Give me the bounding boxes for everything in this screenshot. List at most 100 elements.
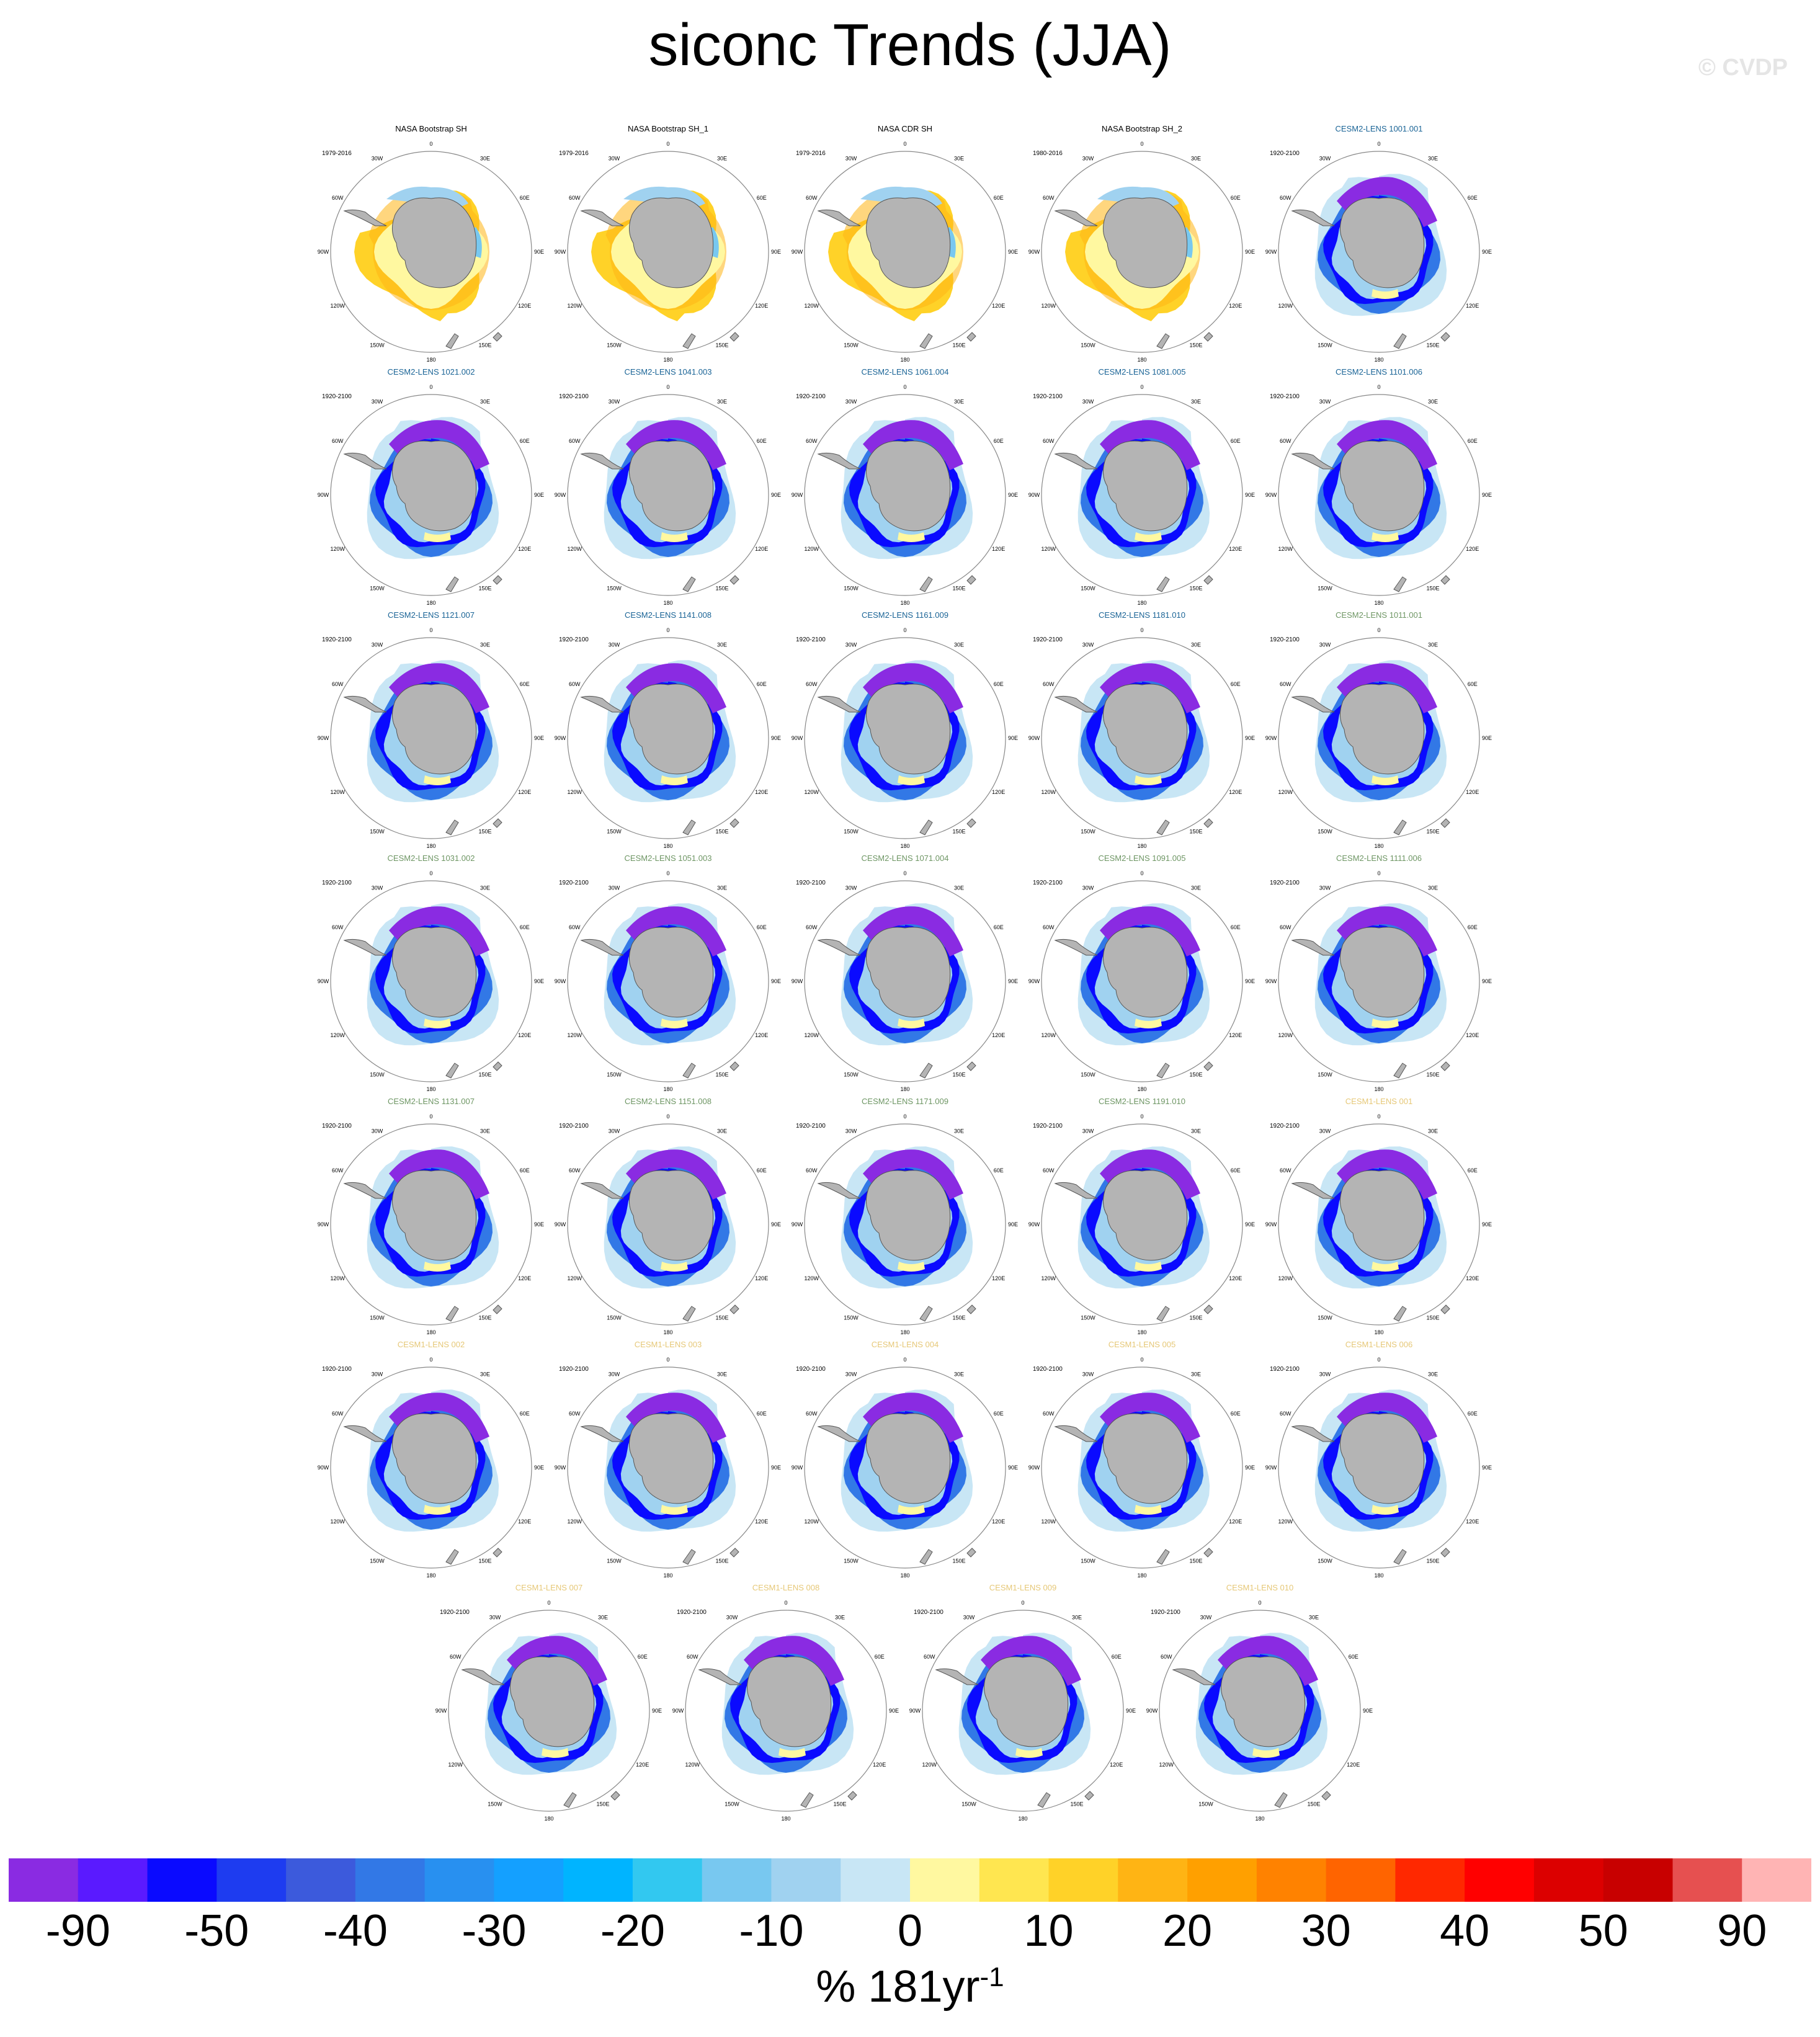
longitude-label: 60W [806,1167,818,1174]
south-america-tip [1291,938,1335,956]
units-exponent: -1 [979,1962,1004,1992]
longitude-label: 120W [448,1762,463,1768]
longitude-label: 120W [685,1762,700,1768]
polar-map: 0 30E 60E 90E 120E 150E 180 150W 120W 90W 60W 30W [555,1357,781,1579]
ice-trend-positive-patch [778,1748,806,1758]
longitude-label: 30W [372,641,383,648]
longitude-label: 60E [520,195,530,201]
new-zealand [682,819,696,836]
ice-trend-positive-patch [898,532,925,542]
colorbar-swatch [216,1858,287,1902]
panel-period: 1920-2100 [440,1609,470,1616]
new-zealand [1156,576,1170,592]
longitude-label: 120W [1278,789,1293,795]
longitude-label: 60E [520,681,530,687]
south-america-tip [343,938,387,956]
longitude-label: 120E [755,1275,768,1281]
colorbar-swatch [1465,1858,1535,1902]
longitude-label: 120W [1042,1518,1056,1525]
polar-map: 0 30E 60E 90E 120E 150E 180 150W 120W 90W 60W 30W [1265,384,1492,606]
longitude-label: 150W [1081,1558,1095,1564]
longitude-label: 120E [1110,1762,1123,1768]
longitude-label: 180 [1137,1572,1146,1579]
longitude-label: 60W [332,924,344,930]
longitude-label: 30W [845,1128,857,1134]
longitude-label: 150W [607,1558,622,1564]
longitude-label: 150W [607,829,622,835]
longitude-label: 30W [963,1614,975,1620]
new-zealand [682,333,696,349]
tasmania [966,818,976,828]
longitude-label: 150W [1081,829,1095,835]
ice-trend-strongest-patch [863,1149,963,1200]
longitude-label: 60W [806,438,818,444]
longitude-label: 60W [1043,1411,1055,1417]
longitude-label: 180 [1255,1816,1264,1822]
panel-title: CESM2-LENS 1051.003 [624,854,712,863]
longitude-label: 120E [992,303,1005,309]
longitude-label: 60W [1161,1654,1172,1660]
map-panel: NASA Bootstrap SH 1979-2016 0 30E 60E 90E 120E… [313,124,549,367]
tasmania [729,818,739,828]
panel-title: CESM2-LENS 1081.005 [1098,367,1186,377]
south-america-tip [1291,452,1335,470]
map-panel: CESM2-LENS 1131.007 1920-2100 0 30E 60E 90E 12… [313,1097,549,1340]
longitude-label: 150E [1426,1558,1439,1564]
longitude-label: 90E [534,735,544,741]
longitude-label: 90E [771,978,781,984]
colorbar-tick-label: -40 [323,1906,388,1956]
longitude-label: 60E [994,438,1004,444]
longitude-label: 120E [992,1032,1005,1038]
longitude-label: 150W [488,1801,502,1807]
longitude-label: 120E [755,1032,768,1038]
new-zealand [682,1306,696,1322]
longitude-label: 150E [715,586,728,592]
longitude-label: 120E [1229,789,1242,795]
longitude-label: 30E [717,1371,727,1377]
longitude-label: 150E [952,829,965,835]
longitude-label: 180 [426,1329,435,1335]
antarctica-landmass [1340,684,1425,775]
longitude-label: 30E [1428,1371,1438,1377]
panel-period: 1980-2016 [1033,150,1063,157]
longitude-label: 180 [900,357,909,363]
longitude-label: 30E [954,1128,964,1134]
antarctica-landmass [1103,927,1188,1018]
longitude-label: 30W [1319,1128,1331,1134]
polar-map: 0 30E 60E 90E 120E 150E 180 150W 120W 90W 60W 30W [318,1113,544,1335]
longitude-label: 180 [1137,1329,1146,1335]
longitude-label: 150W [370,829,385,835]
new-zealand [682,1549,696,1565]
longitude-label: 90E [1482,735,1492,741]
longitude-label: 60E [994,1411,1004,1417]
polar-map: 0 30E 60E 90E 120E 150E 180 150W 120W 90W 60W 30W [555,870,781,1092]
longitude-label: 60E [1468,924,1478,930]
longitude-label: 0 [666,627,669,633]
ice-trend-positive-patch [1372,289,1399,299]
ice-trend-strongest-patch [1337,1393,1437,1443]
panel-period: 1920-2100 [1151,1609,1180,1616]
longitude-label: 0 [429,870,432,876]
longitude-label: 120E [755,303,768,309]
map-panel: CESM1-LENS 009 1920-2100 0 30E 60E 90E 120E 150… [905,1583,1141,1826]
ice-trend-strongest-patch [1337,1149,1437,1200]
longitude-label: 150E [1070,1801,1083,1807]
longitude-label: 0 [903,384,906,390]
longitude-label: 60W [1280,681,1291,687]
longitude-label: 180 [544,1816,553,1822]
panel-period: 1920-2100 [914,1609,943,1616]
ice-trend-positive-patch [1252,1748,1280,1758]
colorbar-tick-labels: -90 -50 -40 -30 -20 -10 0 10 20 30 40 50 90 [0,1906,1820,1968]
longitude-label: 120W [805,1275,819,1281]
polar-map: 0 30E 60E 90E 120E 150E 180 150W 120W 90W 60W 30W [1265,141,1492,363]
longitude-label: 90E [1363,1708,1373,1714]
south-america-tip [580,209,624,226]
longitude-label: 30W [372,155,383,161]
longitude-label: 180 [1137,357,1146,363]
longitude-label: 30W [1200,1614,1212,1620]
panel-title: CESM2-LENS 1111.006 [1336,854,1422,863]
longitude-label: 150E [833,1801,846,1807]
tasmania [493,1304,502,1314]
longitude-label: 120W [1278,546,1293,552]
new-zealand [445,1306,459,1322]
